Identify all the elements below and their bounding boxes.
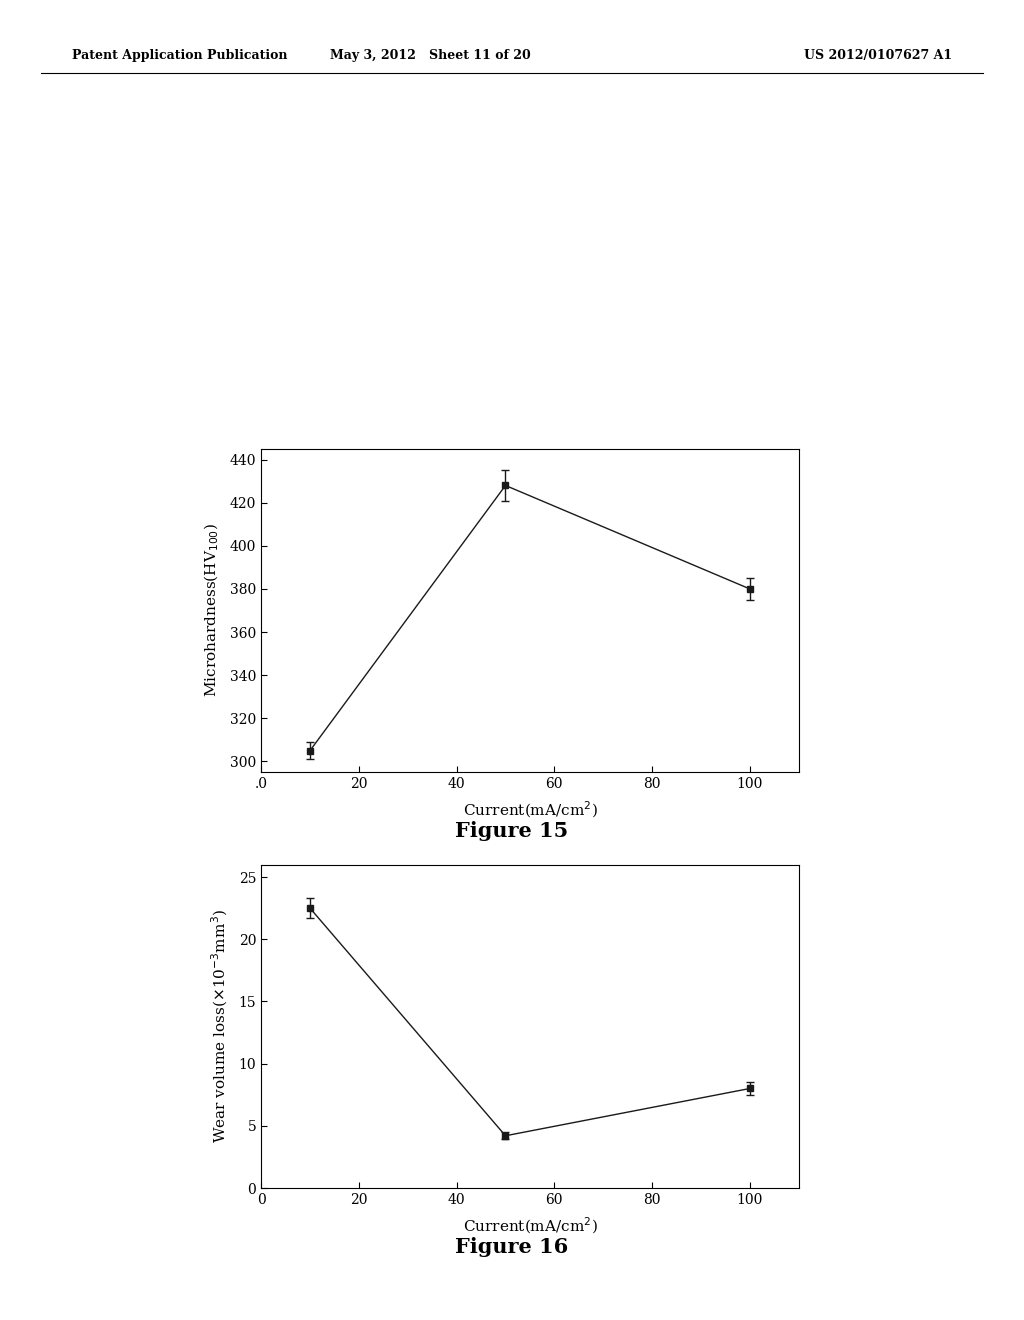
Text: Figure 16: Figure 16 — [456, 1237, 568, 1257]
X-axis label: Current(mA/cm$^2$): Current(mA/cm$^2$) — [463, 800, 597, 820]
Text: May 3, 2012   Sheet 11 of 20: May 3, 2012 Sheet 11 of 20 — [330, 49, 530, 62]
Y-axis label: Wear volume loss($\times$10$^{-3}$mm$^3$): Wear volume loss($\times$10$^{-3}$mm$^3$… — [210, 909, 230, 1143]
Y-axis label: Microhardness(HV$_{100}$): Microhardness(HV$_{100}$) — [203, 524, 221, 697]
Text: Figure 15: Figure 15 — [456, 821, 568, 841]
Text: Patent Application Publication: Patent Application Publication — [72, 49, 287, 62]
Text: US 2012/0107627 A1: US 2012/0107627 A1 — [804, 49, 952, 62]
X-axis label: Current(mA/cm$^2$): Current(mA/cm$^2$) — [463, 1216, 597, 1236]
